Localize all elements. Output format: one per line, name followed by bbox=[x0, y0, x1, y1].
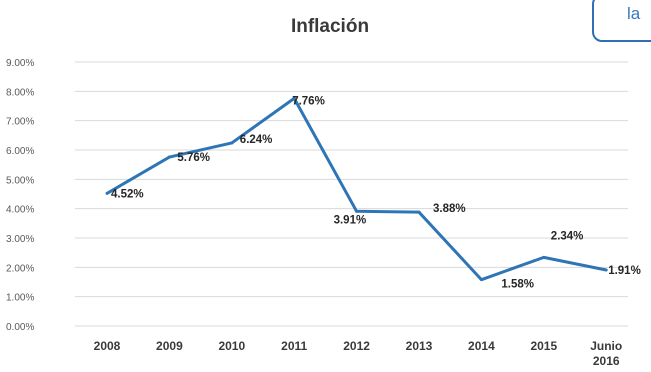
data-point bbox=[168, 156, 171, 159]
data-label: 1.58% bbox=[501, 279, 534, 291]
y-tick-label: 2.00% bbox=[6, 263, 34, 274]
y-tick-label: 5.00% bbox=[6, 175, 34, 186]
x-tick-label: 2013 bbox=[406, 339, 433, 353]
data-label: 7.76% bbox=[292, 95, 325, 107]
y-tick-label: 8.00% bbox=[6, 87, 34, 98]
y-tick-label: 6.00% bbox=[6, 146, 34, 157]
data-point bbox=[480, 278, 483, 281]
data-label: 1.91% bbox=[608, 265, 641, 277]
series-line-0 bbox=[107, 98, 606, 279]
x-tick-label: 2014 bbox=[468, 339, 495, 353]
x-tick-label: 2012 bbox=[343, 339, 370, 353]
x-tick-label: 2008 bbox=[94, 339, 121, 353]
y-axis: 0.00% 1.00% 2.00% 3.00% 4.00% 5.00% 6.00% 7.00%… bbox=[6, 58, 34, 333]
data-point bbox=[230, 141, 233, 144]
data-label: 3.88% bbox=[433, 203, 466, 215]
data-point bbox=[355, 210, 358, 213]
data-point bbox=[418, 211, 421, 214]
y-tick-label: 9.00% bbox=[6, 58, 34, 69]
x-tick-label: 2011 bbox=[281, 339, 307, 353]
series-line-group bbox=[106, 97, 608, 281]
data-label: 6.24% bbox=[240, 134, 273, 146]
y-tick-label: 0.00% bbox=[6, 322, 34, 333]
data-point bbox=[106, 192, 109, 195]
gridlines bbox=[75, 62, 628, 326]
y-tick-label: 3.00% bbox=[6, 234, 34, 245]
data-point bbox=[542, 256, 545, 259]
x-axis: 2008 2009 2010 2011 2012 2013 2014 2015 Junio 201… bbox=[94, 339, 623, 368]
data-label: 3.91% bbox=[334, 214, 367, 226]
x-tick-label: 2009 bbox=[156, 339, 183, 353]
data-label: 2.34% bbox=[551, 230, 584, 242]
callout-text: la bbox=[627, 4, 640, 24]
y-tick-label: 1.00% bbox=[6, 293, 34, 304]
y-tick-label: 7.00% bbox=[6, 117, 34, 128]
callout-box: la bbox=[592, 0, 651, 42]
data-label: 4.52% bbox=[111, 188, 144, 200]
x-tick-label: 2015 bbox=[530, 339, 557, 353]
chart-title: Inflación bbox=[291, 16, 369, 37]
x-tick-label: 2010 bbox=[218, 339, 245, 353]
x-tick-label: Junio 2016 bbox=[590, 339, 622, 368]
y-tick-label: 4.00% bbox=[6, 205, 34, 216]
data-label: 5.76% bbox=[177, 152, 210, 164]
